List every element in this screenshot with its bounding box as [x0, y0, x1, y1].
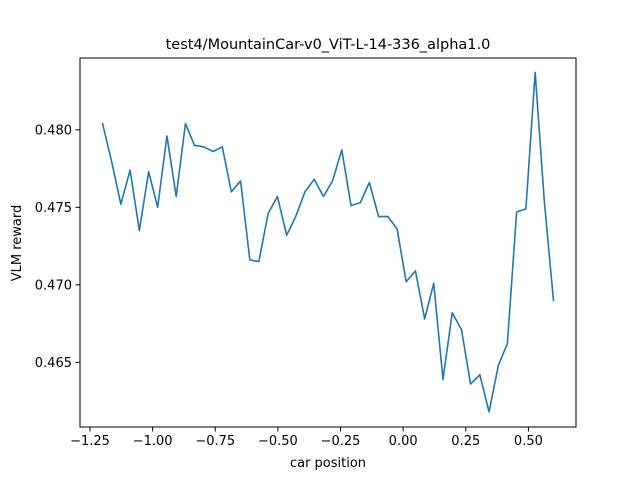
series-layer: [101, 71, 555, 413]
x-axis-label: car position: [290, 456, 366, 471]
x-tick-label: −1.25: [70, 434, 110, 449]
x-tick-label: −1.00: [133, 434, 173, 449]
y-tick-label: 0.480: [35, 123, 72, 138]
y-tick-label: 0.470: [35, 278, 72, 293]
y-tick-label: 0.465: [35, 356, 72, 371]
y-tick-label: 0.475: [35, 201, 72, 216]
y-axis-label: VLM reward: [10, 205, 25, 282]
chart-title: test4/MountainCar-v0_ViT-L-14-336_alpha1…: [166, 37, 491, 53]
x-tick-label: −0.75: [195, 434, 235, 449]
series-line-0: [101, 71, 555, 413]
plot-area: [80, 58, 576, 427]
x-axis: −1.25 −1.00 −0.75 −0.50 −0.25 0.00 0.25 0.50: [70, 427, 543, 449]
x-tick-label: −0.25: [321, 434, 361, 449]
x-tick-label: −0.50: [258, 434, 298, 449]
y-axis: 0.465 0.470 0.475 0.480: [35, 123, 80, 371]
x-tick-label: 0.00: [389, 434, 418, 449]
x-tick-label: 0.50: [514, 434, 543, 449]
plot-frame: [79, 57, 577, 428]
x-tick-label: 0.25: [451, 434, 480, 449]
